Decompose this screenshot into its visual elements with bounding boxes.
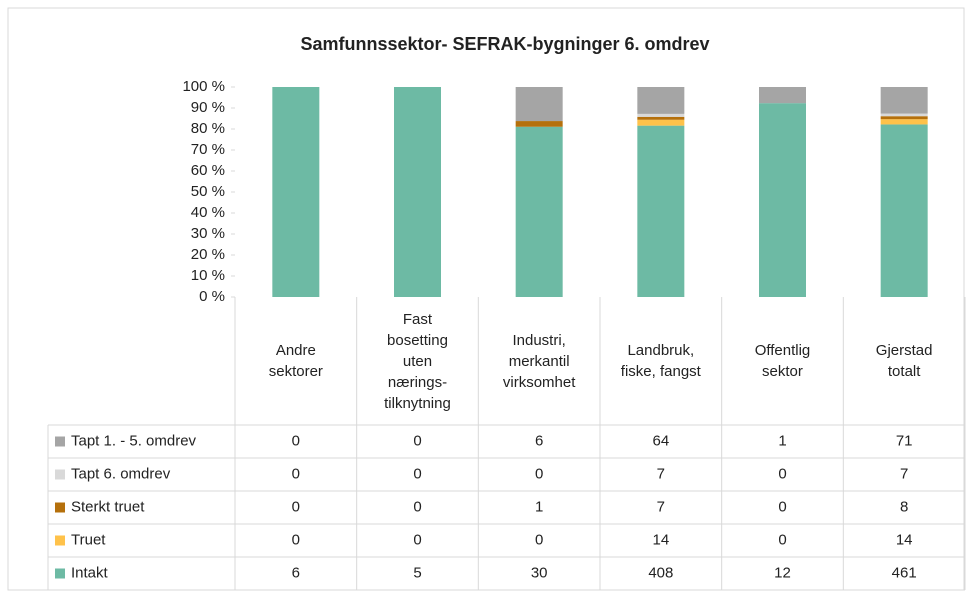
table-value: 14 (896, 531, 913, 548)
bar (637, 119, 685, 126)
y-tick-label: 40 % (191, 204, 225, 221)
bar (394, 87, 441, 297)
legend-swatch (55, 535, 65, 546)
y-tick-label: 70 % (191, 141, 225, 158)
x-tick-label: Offentlig sektor (754, 342, 811, 380)
legend-label: Truet (71, 531, 106, 548)
bar (880, 87, 928, 114)
table-value: 461 (892, 564, 917, 581)
table-value: 1 (535, 498, 543, 515)
x-tick-label: Industri, merkantil virksomhet (502, 331, 576, 391)
table-value: 0 (292, 498, 300, 515)
table-value: 0 (413, 432, 421, 449)
legend-label: Sterkt truet (71, 498, 145, 515)
bar (880, 124, 928, 297)
x-tick-label: Gjerstad totalt (875, 342, 933, 380)
bar (637, 116, 685, 120)
legend-label: Tapt 1. - 5. omdrev (71, 432, 197, 449)
table-value: 0 (535, 531, 543, 548)
bar (637, 113, 685, 117)
y-tick-label: 0 % (199, 288, 225, 305)
y-tick-label: 90 % (191, 99, 225, 116)
y-tick-label: 10 % (191, 267, 225, 284)
table-value: 0 (535, 465, 543, 482)
table-value: 64 (652, 432, 669, 449)
bar (272, 87, 320, 297)
bar (880, 119, 928, 125)
legend-swatch (55, 502, 65, 513)
legend-swatch (55, 568, 65, 579)
x-tick-label: Andre sektorer (268, 342, 323, 380)
table-value: 14 (652, 531, 669, 548)
y-tick-label: 50 % (191, 183, 225, 200)
legend-label: Intakt (71, 564, 109, 581)
table-value: 7 (657, 498, 665, 515)
table-value: 7 (657, 465, 665, 482)
table-value: 1 (778, 432, 786, 449)
table-value: 0 (778, 465, 786, 482)
bar (759, 103, 806, 298)
table-value: 5 (413, 564, 421, 581)
table-value: 0 (292, 432, 300, 449)
table-value: 0 (413, 531, 421, 548)
x-tick-label: Fast bosetting uten nærings-tilknytning (384, 310, 451, 412)
bar (880, 113, 928, 117)
y-tick-label: 20 % (191, 246, 225, 263)
table-value: 0 (292, 531, 300, 548)
table-value: 0 (292, 465, 300, 482)
bar (759, 87, 806, 104)
bar (515, 87, 563, 122)
table-value: 12 (774, 564, 791, 581)
bar (515, 121, 563, 127)
y-tick-label: 80 % (191, 120, 225, 137)
x-tick-label: Landbruk, fiske, fangst (620, 342, 701, 380)
bar (880, 116, 928, 120)
table-value: 6 (535, 432, 543, 449)
table-value: 408 (648, 564, 673, 581)
chart-title: Samfunnssektor- SEFRAK-bygninger 6. omdr… (300, 34, 709, 54)
y-tick-label: 100 % (182, 78, 225, 95)
legend-swatch (55, 469, 65, 480)
table-value: 0 (778, 531, 786, 548)
bar (637, 125, 685, 297)
bar (637, 87, 685, 114)
table-value: 8 (900, 498, 908, 515)
table-value: 0 (413, 465, 421, 482)
table-value: 0 (778, 498, 786, 515)
table-value: 7 (900, 465, 908, 482)
legend-swatch (55, 436, 65, 447)
y-tick-label: 60 % (191, 162, 225, 179)
table-value: 0 (413, 498, 421, 515)
bar (515, 126, 563, 297)
table-value: 6 (292, 564, 300, 581)
table-value: 71 (896, 432, 913, 449)
legend-label: Tapt 6. omdrev (71, 465, 171, 482)
table-value: 30 (531, 564, 548, 581)
y-tick-label: 30 % (191, 225, 225, 242)
